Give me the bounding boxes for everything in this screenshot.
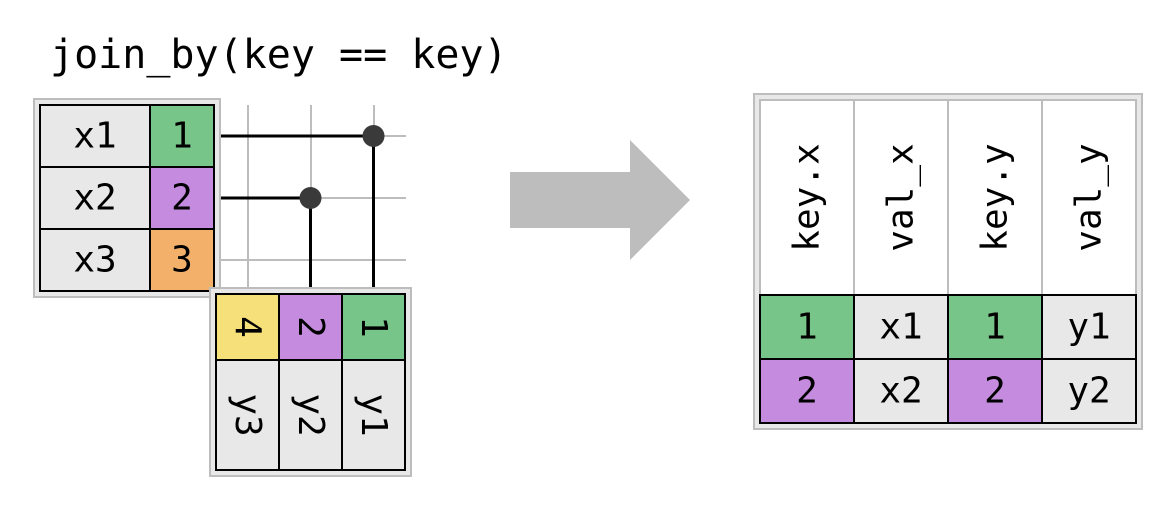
result-cell-text: 1 bbox=[984, 307, 1006, 348]
table-y-key: 4 bbox=[227, 316, 268, 338]
table-y-val: y3 bbox=[227, 393, 268, 436]
result-cell-text: 2 bbox=[984, 371, 1006, 412]
result-cell-text: x2 bbox=[879, 371, 922, 412]
join-dot bbox=[300, 187, 322, 209]
join-dot bbox=[363, 125, 385, 147]
table-x-key: 2 bbox=[171, 178, 193, 219]
result-header: key.y bbox=[975, 143, 1016, 251]
table-x-key: 1 bbox=[171, 116, 193, 157]
table-y-key: 2 bbox=[290, 316, 331, 338]
result-header: key.x bbox=[787, 143, 828, 251]
table-x-key: 3 bbox=[171, 240, 193, 281]
arrow-icon bbox=[510, 140, 690, 260]
title-text: join_by(key == key) bbox=[50, 32, 508, 78]
table-y-val: y2 bbox=[290, 393, 331, 436]
result-header: val_y bbox=[1069, 143, 1110, 251]
table-x-val: x2 bbox=[73, 178, 116, 219]
table-y: 4 y3 2 y2 1 y1 bbox=[210, 288, 411, 476]
table-x-val: x3 bbox=[73, 240, 116, 281]
join-grid bbox=[214, 105, 406, 295]
result-cell-text: y1 bbox=[1067, 307, 1110, 348]
table-y-key: 1 bbox=[353, 316, 394, 338]
result-cell-text: 1 bbox=[796, 307, 818, 348]
result-cell-text: y2 bbox=[1067, 371, 1110, 412]
result-cell-text: 2 bbox=[796, 371, 818, 412]
result-table: key.x val_x key.y val_y 1 x1 1 y1 2 x2 2 y2 bbox=[754, 94, 1142, 429]
table-x-val: x1 bbox=[73, 116, 116, 157]
result-cell-text: x1 bbox=[879, 307, 922, 348]
table-y-val: y1 bbox=[353, 393, 394, 436]
result-header: val_x bbox=[881, 143, 922, 251]
table-x: x1 1 x2 2 x3 3 bbox=[34, 99, 220, 297]
